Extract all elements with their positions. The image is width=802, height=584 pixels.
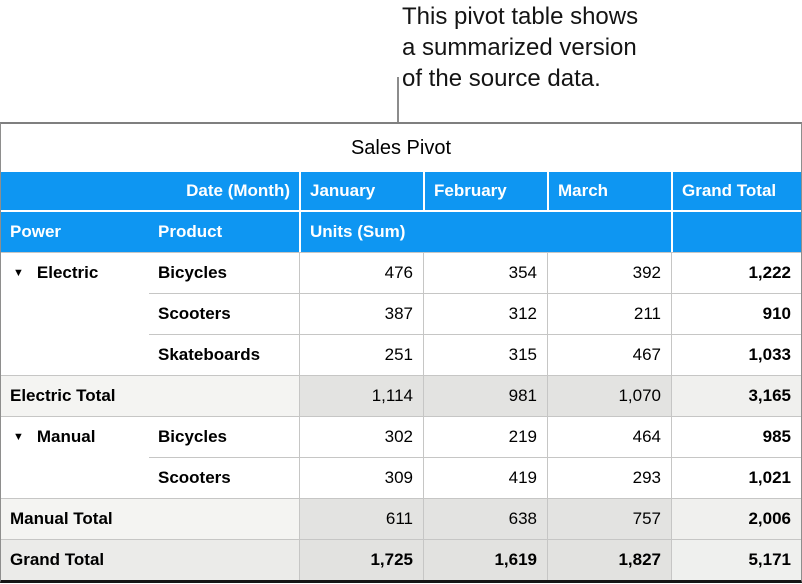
cell-february[interactable]: 219 xyxy=(423,416,547,457)
column-header-units-sum[interactable]: Units (Sum) xyxy=(299,212,671,252)
table-row: ▼ Manual Bicycles 302 219 464 985 xyxy=(1,416,801,457)
table-row-subtotal: Electric Total 1,114 981 1,070 3,165 xyxy=(1,375,801,416)
column-header-power[interactable]: Power xyxy=(10,222,62,241)
table-row: Scooters 387 312 211 910 xyxy=(1,293,801,334)
cell-grand-total[interactable]: 1,033 xyxy=(671,334,801,375)
table-row-subtotal: Manual Total 611 638 757 2,006 xyxy=(1,498,801,539)
row-header-manual-total[interactable]: Manual Total xyxy=(1,498,299,539)
table-title[interactable]: Sales Pivot xyxy=(1,124,801,172)
row-header-power-manual[interactable]: ▼ Manual xyxy=(1,416,149,457)
cell-grand-total[interactable]: 2,006 xyxy=(671,498,801,539)
annotation-line-3: of the source data. xyxy=(402,65,601,92)
row-header-grand-total[interactable]: Grand Total xyxy=(1,539,299,580)
row-header-power-empty[interactable] xyxy=(1,334,149,375)
annotation-line-2: a summarized version xyxy=(402,34,637,61)
cell-march[interactable]: 293 xyxy=(547,457,671,498)
row-header-electric-total[interactable]: Electric Total xyxy=(1,375,299,416)
cell-january[interactable]: 1,725 xyxy=(299,539,423,580)
annotation-text: This pivot table shows a summarized vers… xyxy=(402,1,638,94)
cell-grand-total[interactable]: 910 xyxy=(671,293,801,334)
cell-grand-total[interactable]: 1,222 xyxy=(671,252,801,293)
cell-grand-total[interactable]: 1,021 xyxy=(671,457,801,498)
cell-march[interactable]: 1,070 xyxy=(547,375,671,416)
cell-february[interactable]: 315 xyxy=(423,334,547,375)
column-header-product[interactable]: Product xyxy=(158,222,223,241)
cell-grand-total[interactable]: 3,165 xyxy=(671,375,801,416)
cell-grand-total[interactable]: 985 xyxy=(671,416,801,457)
row-header-power-electric[interactable]: ▼ Electric xyxy=(1,252,149,293)
cell-january[interactable]: 1,114 xyxy=(299,375,423,416)
cell-january[interactable]: 476 xyxy=(299,252,423,293)
row-header-power-empty[interactable] xyxy=(1,457,149,498)
disclosure-triangle-icon[interactable]: ▼ xyxy=(13,266,24,279)
cell-february[interactable]: 419 xyxy=(423,457,547,498)
row-header-product[interactable]: Scooters xyxy=(149,457,299,498)
cell-february[interactable]: 981 xyxy=(423,375,547,416)
table-row-grand-total: Grand Total 1,725 1,619 1,827 5,171 xyxy=(1,539,801,580)
power-label: Electric xyxy=(36,263,99,282)
cell-february[interactable]: 638 xyxy=(423,498,547,539)
row-header-product[interactable]: Bicycles xyxy=(149,416,299,457)
header-row-fields: Power Product Units (Sum) xyxy=(1,212,801,252)
cell-march[interactable]: 467 xyxy=(547,334,671,375)
cell-march[interactable]: 211 xyxy=(547,293,671,334)
cell-february[interactable]: 354 xyxy=(423,252,547,293)
annotation-connector-line xyxy=(397,77,399,122)
row-header-product[interactable]: Scooters xyxy=(149,293,299,334)
cell-january[interactable]: 309 xyxy=(299,457,423,498)
cell-february[interactable]: 312 xyxy=(423,293,547,334)
cell-march[interactable]: 464 xyxy=(547,416,671,457)
row-header-power-empty[interactable] xyxy=(1,293,149,334)
table-row: Scooters 309 419 293 1,021 xyxy=(1,457,801,498)
cell-january[interactable]: 251 xyxy=(299,334,423,375)
row-header-product[interactable]: Bicycles xyxy=(149,252,299,293)
column-header-march[interactable]: March xyxy=(547,172,671,210)
annotation-line-1: This pivot table shows xyxy=(402,3,639,30)
cell-january[interactable]: 302 xyxy=(299,416,423,457)
header-row-months: Date (Month) January February March Gran… xyxy=(1,172,801,212)
cell-february[interactable]: 1,619 xyxy=(423,539,547,580)
column-header-grand-total[interactable]: Grand Total xyxy=(671,172,801,210)
cell-january[interactable]: 611 xyxy=(299,498,423,539)
cell-march[interactable]: 392 xyxy=(547,252,671,293)
column-header-february[interactable]: February xyxy=(423,172,547,210)
cell-march[interactable]: 757 xyxy=(547,498,671,539)
row-header-product[interactable]: Skateboards xyxy=(149,334,299,375)
power-label: Manual xyxy=(36,427,96,446)
pivot-table: Sales Pivot Date (Month) January Februar… xyxy=(0,122,802,583)
disclosure-triangle-icon[interactable]: ▼ xyxy=(13,430,24,443)
cell-january[interactable]: 387 xyxy=(299,293,423,334)
table-row: ▼ Electric Bicycles 476 354 392 1,222 xyxy=(1,252,801,293)
cell-march[interactable]: 1,827 xyxy=(547,539,671,580)
table-row: Skateboards 251 315 467 1,033 xyxy=(1,334,801,375)
column-header-grand-total-empty[interactable] xyxy=(671,212,801,252)
cell-grand-total[interactable]: 5,171 xyxy=(671,539,801,580)
column-header-date-month[interactable]: Date (Month) xyxy=(186,181,290,200)
column-header-january[interactable]: January xyxy=(299,172,423,210)
